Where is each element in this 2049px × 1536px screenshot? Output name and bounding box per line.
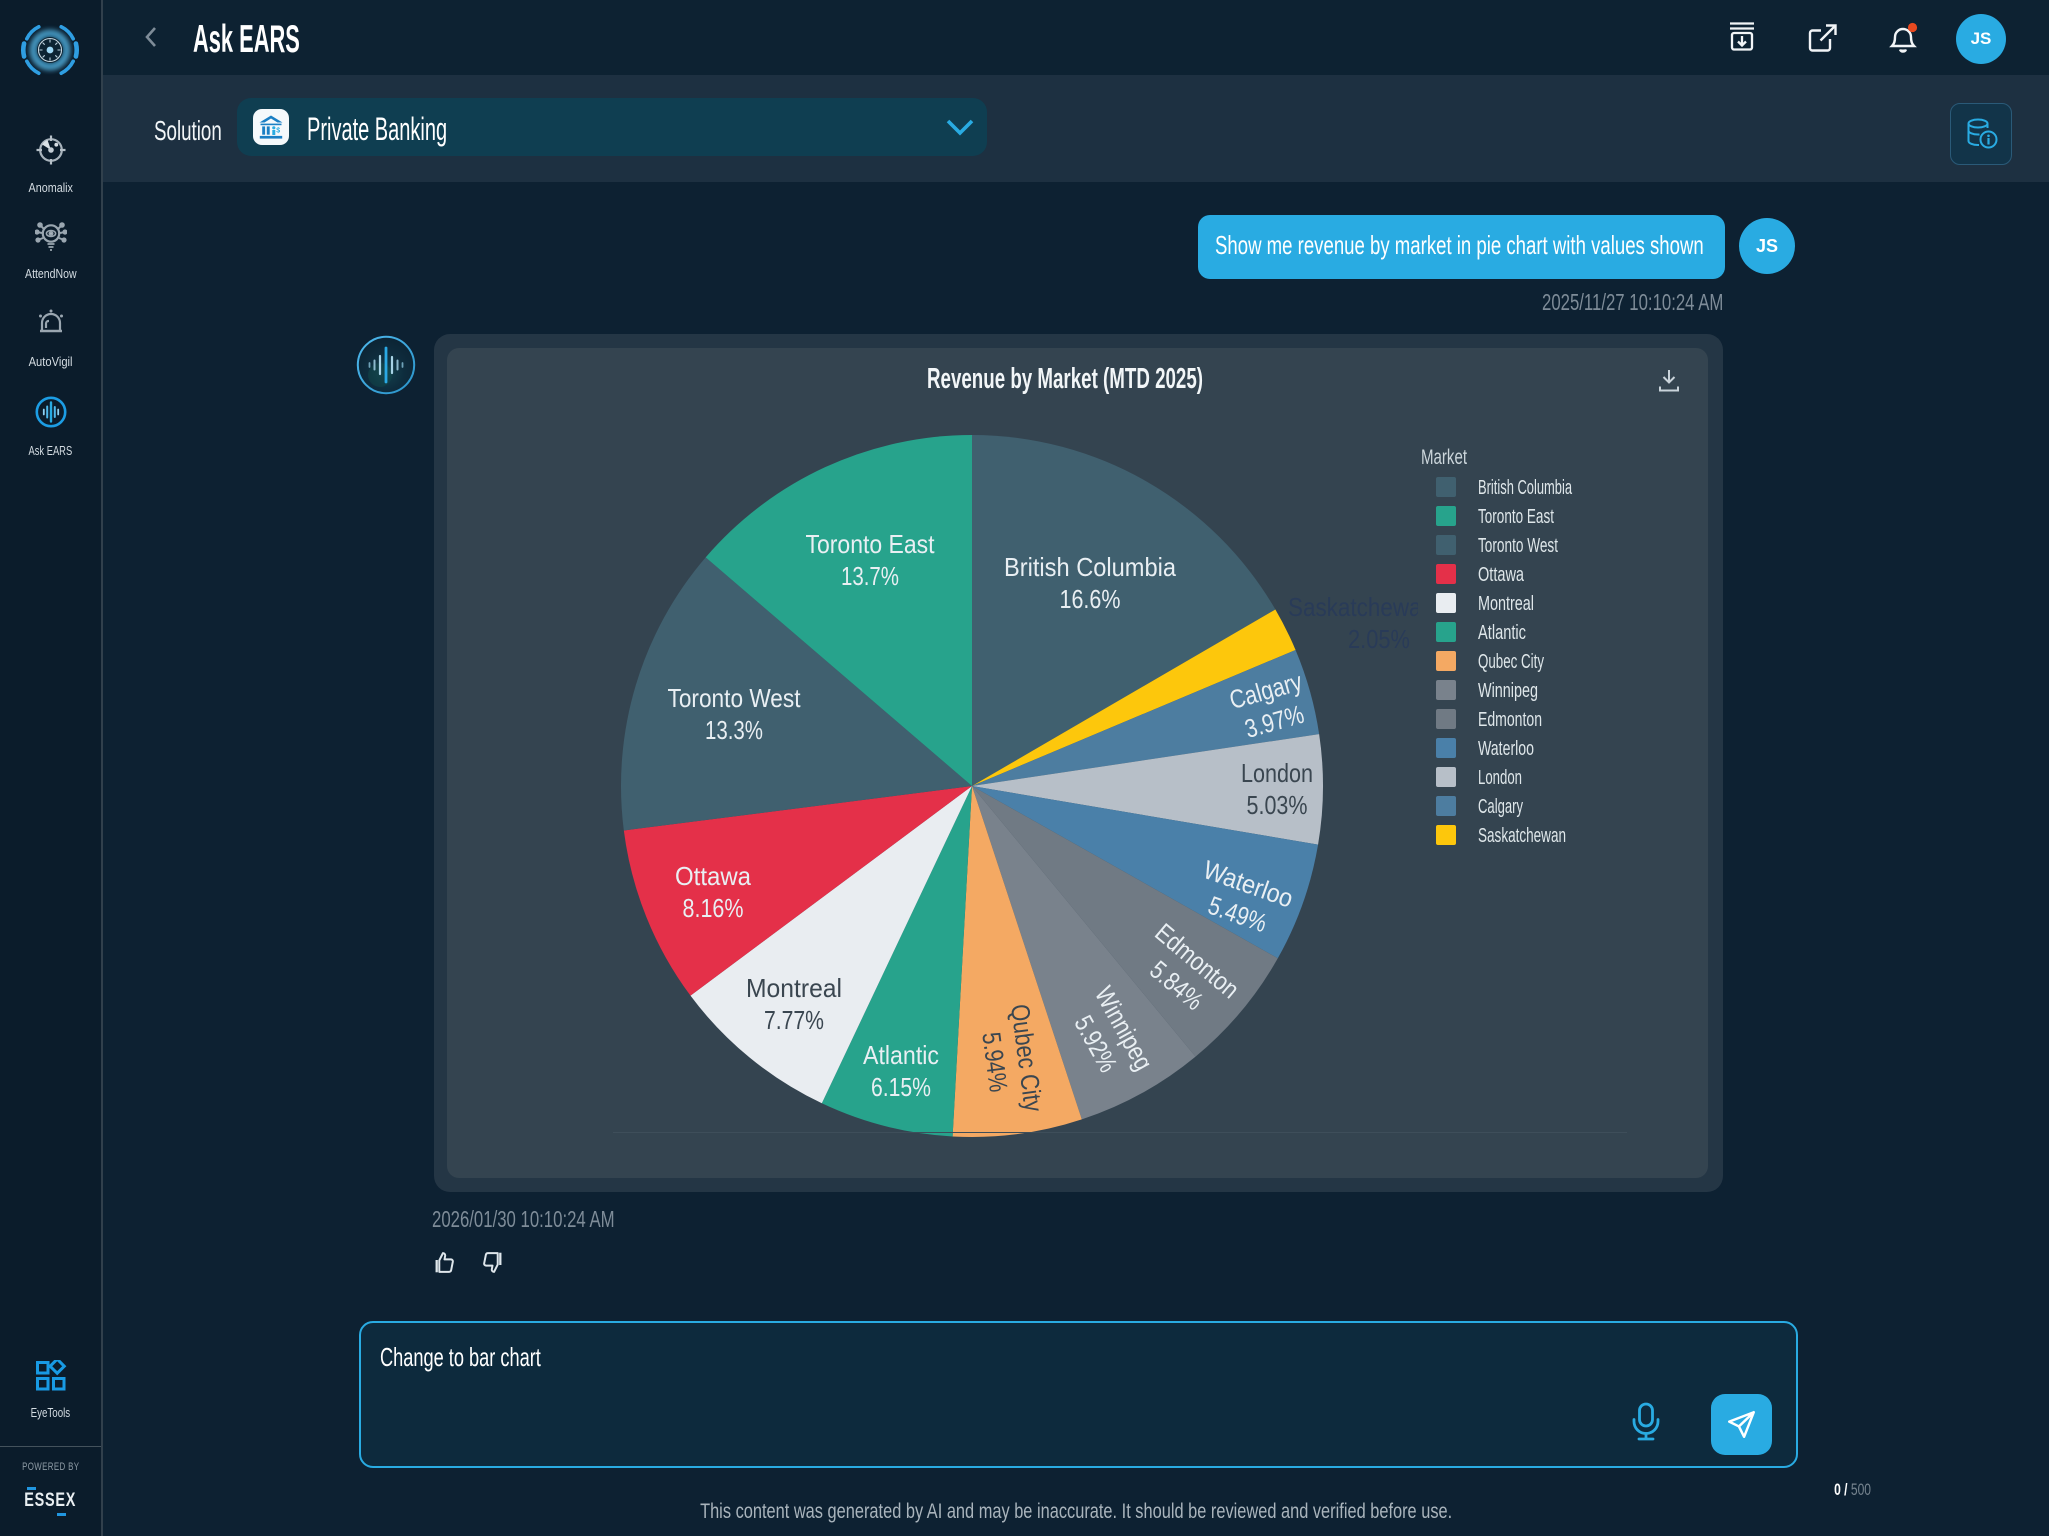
svg-text:Montreal: Montreal: [1478, 593, 1534, 615]
svg-text:Toronto East: Toronto East: [1478, 506, 1554, 528]
svg-text:Toronto East: Toronto East: [806, 529, 936, 559]
svg-text:13.7%: 13.7%: [841, 561, 899, 591]
svg-text:Winnipeg: Winnipeg: [1478, 680, 1538, 702]
svg-text:Saskatchewan: Saskatchewan: [1288, 592, 1434, 622]
svg-text:Revenue by Market (MTD 2025): Revenue by Market (MTD 2025): [927, 363, 1203, 395]
svg-text:London: London: [1241, 758, 1313, 788]
svg-text:London: London: [1478, 767, 1522, 789]
svg-text:2.05%: 2.05%: [1348, 624, 1410, 654]
svg-text:6.15%: 6.15%: [871, 1072, 931, 1102]
svg-text:Toronto West: Toronto West: [1478, 535, 1558, 557]
svg-text:Market: Market: [1421, 446, 1467, 469]
svg-text:$: $: [276, 127, 280, 134]
svg-text:Saskatchewan: Saskatchewan: [1478, 825, 1566, 847]
svg-text:Edmonton: Edmonton: [1478, 709, 1542, 731]
svg-text:Waterloo: Waterloo: [1478, 738, 1534, 760]
svg-text:13.3%: 13.3%: [705, 715, 763, 745]
svg-text:British Columbia: British Columbia: [1004, 552, 1176, 582]
svg-text:8.16%: 8.16%: [683, 893, 744, 923]
svg-text:16.6%: 16.6%: [1060, 584, 1121, 614]
svg-text:Montreal: Montreal: [746, 973, 842, 1003]
svg-text:British Columbia: British Columbia: [1478, 477, 1573, 499]
svg-text:5.03%: 5.03%: [1247, 790, 1308, 820]
svg-text:Toronto West: Toronto West: [668, 683, 802, 713]
svg-text:7.77%: 7.77%: [764, 1005, 824, 1035]
svg-text:Qubec City: Qubec City: [1478, 651, 1544, 673]
svg-text:Atlantic: Atlantic: [863, 1040, 939, 1070]
svg-text:Calgary: Calgary: [1478, 796, 1523, 818]
svg-text:Atlantic: Atlantic: [1478, 622, 1526, 644]
svg-text:Ottawa: Ottawa: [675, 861, 751, 891]
svg-text:Ottawa: Ottawa: [1478, 564, 1525, 586]
